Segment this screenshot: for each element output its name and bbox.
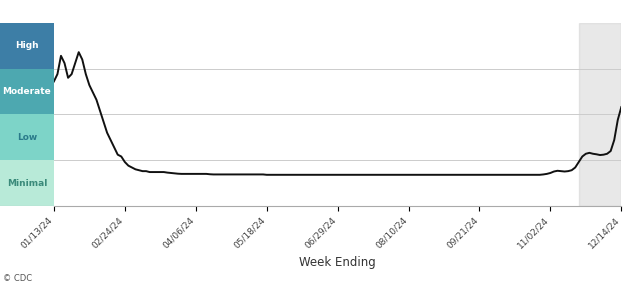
Text: Minimal: Minimal [7,178,47,188]
Bar [579,23,621,206]
FancyBboxPatch shape [0,69,54,114]
FancyBboxPatch shape [0,114,54,160]
Text: Moderate: Moderate [3,87,51,96]
Text: High: High [15,41,39,50]
Text: © CDC: © CDC [3,274,32,283]
FancyBboxPatch shape [0,23,54,69]
Text: Low: Low [17,133,37,142]
FancyBboxPatch shape [0,160,54,206]
X-axis label: Week Ending: Week Ending [299,256,376,269]
